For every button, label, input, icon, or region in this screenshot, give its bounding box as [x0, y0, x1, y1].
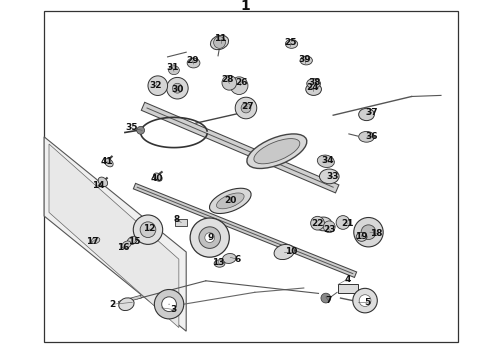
Ellipse shape	[359, 108, 374, 121]
Text: 39: 39	[298, 55, 311, 64]
Circle shape	[241, 103, 251, 113]
Circle shape	[230, 77, 248, 94]
Circle shape	[205, 233, 215, 243]
Circle shape	[245, 106, 255, 116]
Text: 18: 18	[370, 229, 383, 238]
Text: 38: 38	[308, 77, 321, 86]
Circle shape	[214, 37, 225, 48]
Text: 28: 28	[221, 76, 234, 85]
Text: 36: 36	[365, 132, 378, 140]
Bar	[44, 11, 458, 342]
Text: 24: 24	[306, 83, 319, 91]
Ellipse shape	[315, 217, 332, 231]
Text: 31: 31	[166, 63, 179, 72]
Ellipse shape	[210, 188, 251, 213]
Circle shape	[359, 295, 371, 306]
Ellipse shape	[318, 155, 334, 167]
Text: 2: 2	[110, 300, 116, 309]
Text: 14: 14	[92, 181, 104, 190]
Polygon shape	[175, 219, 187, 226]
Text: 40: 40	[150, 174, 163, 183]
Ellipse shape	[214, 260, 225, 267]
Ellipse shape	[356, 233, 367, 241]
Circle shape	[172, 83, 182, 93]
Ellipse shape	[153, 173, 162, 181]
Circle shape	[167, 77, 188, 99]
Ellipse shape	[307, 78, 320, 89]
Text: 12: 12	[143, 225, 156, 234]
Ellipse shape	[306, 83, 321, 95]
Ellipse shape	[91, 237, 100, 244]
Text: 30: 30	[171, 85, 184, 94]
Ellipse shape	[300, 56, 313, 65]
Text: 26: 26	[235, 77, 247, 86]
Text: 22: 22	[311, 219, 324, 228]
Circle shape	[222, 76, 237, 90]
Text: 20: 20	[224, 197, 237, 205]
Ellipse shape	[119, 298, 134, 311]
Text: 7: 7	[325, 296, 332, 305]
Text: 9: 9	[207, 233, 214, 242]
Ellipse shape	[98, 177, 108, 186]
Ellipse shape	[274, 244, 294, 260]
Text: 8: 8	[173, 215, 179, 224]
Ellipse shape	[359, 131, 374, 142]
Text: 6: 6	[235, 255, 241, 264]
Ellipse shape	[169, 66, 179, 75]
Text: 15: 15	[128, 238, 141, 247]
Circle shape	[321, 293, 331, 303]
Ellipse shape	[104, 159, 113, 167]
Text: 3: 3	[171, 305, 177, 314]
Text: 16: 16	[117, 243, 130, 252]
Text: 41: 41	[100, 157, 113, 166]
Ellipse shape	[211, 35, 228, 50]
Circle shape	[154, 289, 184, 319]
Circle shape	[323, 221, 335, 233]
Circle shape	[235, 97, 257, 119]
Circle shape	[162, 297, 176, 311]
Circle shape	[311, 216, 324, 230]
Ellipse shape	[319, 169, 339, 184]
Polygon shape	[338, 284, 358, 293]
Text: 1: 1	[240, 0, 250, 13]
Text: 11: 11	[214, 34, 227, 43]
Circle shape	[148, 76, 168, 95]
Text: 21: 21	[342, 219, 354, 228]
Circle shape	[361, 225, 376, 239]
Circle shape	[133, 215, 163, 244]
Circle shape	[353, 288, 377, 313]
Text: 4: 4	[344, 274, 351, 284]
Polygon shape	[44, 137, 186, 331]
Ellipse shape	[217, 193, 244, 209]
Text: 34: 34	[321, 156, 334, 165]
Polygon shape	[49, 144, 179, 328]
Ellipse shape	[285, 40, 298, 48]
Ellipse shape	[222, 253, 236, 264]
Text: 27: 27	[241, 102, 254, 111]
Ellipse shape	[127, 236, 137, 245]
Circle shape	[354, 217, 383, 247]
Ellipse shape	[122, 241, 131, 249]
Ellipse shape	[187, 58, 200, 68]
Circle shape	[190, 218, 229, 257]
Text: 23: 23	[323, 225, 336, 234]
Text: 5: 5	[365, 298, 370, 307]
Ellipse shape	[254, 139, 300, 164]
Text: 10: 10	[285, 247, 298, 256]
Text: 37: 37	[365, 108, 378, 117]
Circle shape	[199, 227, 221, 248]
Text: 32: 32	[149, 81, 162, 90]
Text: 13: 13	[212, 258, 224, 267]
Text: 25: 25	[284, 38, 296, 47]
Text: 17: 17	[86, 238, 98, 247]
Circle shape	[140, 222, 156, 238]
Text: 29: 29	[186, 56, 198, 65]
Circle shape	[137, 126, 145, 134]
Text: 35: 35	[125, 123, 138, 132]
Circle shape	[336, 216, 350, 229]
Ellipse shape	[247, 134, 307, 168]
Text: 19: 19	[355, 233, 368, 242]
Text: 33: 33	[326, 172, 339, 181]
